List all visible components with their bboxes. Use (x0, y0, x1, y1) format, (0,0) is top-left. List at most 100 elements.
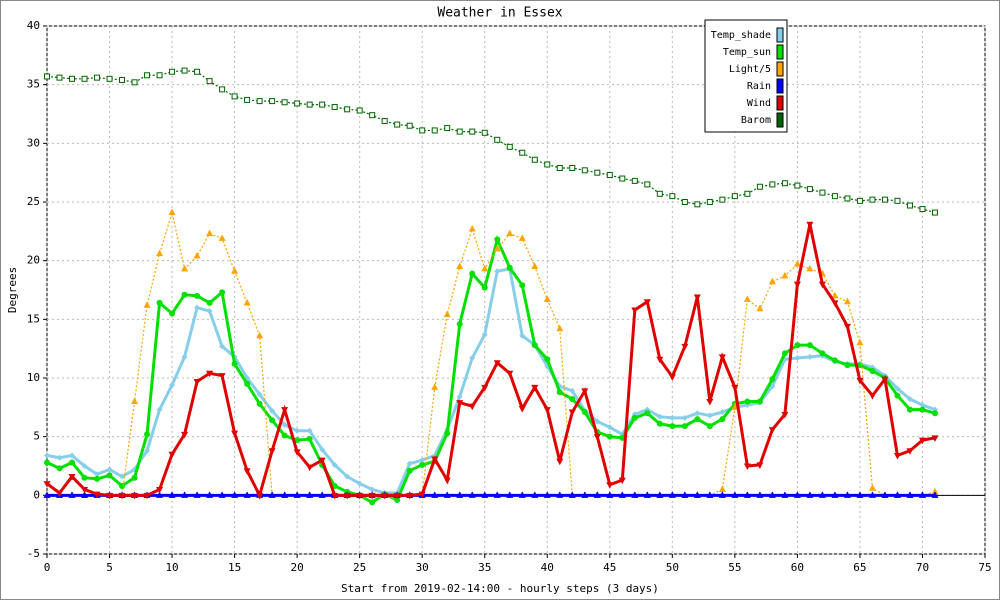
point (743, 491, 751, 498)
point (481, 264, 489, 272)
x-tick-label: 0 (44, 561, 51, 574)
point (243, 491, 251, 498)
point (156, 72, 163, 79)
point (656, 190, 663, 197)
point (406, 467, 413, 474)
point (831, 491, 839, 498)
point (419, 127, 426, 134)
point (81, 463, 88, 469)
point (881, 491, 889, 498)
legend-swatch (776, 44, 784, 60)
point (43, 491, 51, 498)
point (456, 393, 463, 400)
point (544, 161, 551, 168)
point (281, 491, 289, 498)
point (793, 281, 801, 289)
point (331, 461, 338, 468)
point (631, 177, 638, 184)
point (894, 392, 901, 399)
point (219, 343, 226, 350)
point (219, 86, 226, 93)
point (69, 452, 76, 459)
point (281, 432, 288, 439)
point (181, 353, 188, 360)
point (619, 175, 626, 182)
point (531, 156, 538, 163)
point (731, 193, 738, 200)
point (381, 492, 389, 500)
point (106, 466, 113, 473)
point (644, 181, 651, 188)
point (906, 491, 914, 498)
point (193, 251, 201, 259)
point (168, 208, 176, 216)
point (231, 93, 238, 100)
point (94, 475, 101, 482)
point (931, 487, 939, 495)
point (344, 106, 351, 113)
point (468, 403, 476, 411)
point (256, 492, 264, 500)
point (69, 459, 76, 466)
point (856, 197, 863, 204)
point (506, 491, 514, 498)
point (431, 491, 439, 498)
x-tick-label: 10 (165, 561, 178, 574)
point (506, 370, 514, 378)
point (856, 377, 864, 385)
point (694, 410, 701, 417)
point (919, 406, 926, 413)
point (168, 451, 176, 459)
point (269, 417, 276, 424)
point (844, 362, 851, 369)
point (156, 486, 164, 494)
point (843, 297, 851, 305)
point (93, 491, 101, 499)
point (181, 291, 188, 298)
point (593, 434, 601, 441)
point (193, 491, 201, 498)
point (669, 414, 676, 421)
y-tick-label: 10 (27, 371, 40, 384)
point (843, 323, 851, 331)
point (518, 491, 526, 498)
point (831, 291, 839, 299)
point (768, 277, 776, 285)
point (218, 373, 226, 380)
point (556, 324, 564, 332)
point (294, 427, 301, 434)
point (393, 492, 401, 500)
point (369, 499, 376, 506)
point (181, 431, 189, 439)
x-tick-label: 75 (978, 561, 991, 574)
point (306, 436, 313, 443)
point (156, 491, 164, 498)
point (781, 491, 789, 498)
point (643, 491, 651, 498)
point (469, 270, 476, 277)
legend-label: Temp_shade (711, 30, 771, 41)
point (443, 310, 451, 318)
point (731, 384, 739, 392)
point (444, 430, 451, 437)
point (731, 491, 739, 498)
point (506, 229, 514, 237)
point (469, 128, 476, 135)
point (669, 193, 676, 200)
point (918, 437, 926, 445)
point (806, 264, 814, 272)
point (44, 73, 50, 80)
point (719, 409, 726, 416)
point (593, 491, 601, 498)
y-tick-label: 25 (27, 195, 40, 208)
point (869, 367, 876, 374)
point (606, 433, 613, 440)
x-tick-label: 15 (228, 561, 241, 574)
point (269, 98, 276, 105)
point (893, 491, 901, 498)
point (694, 201, 701, 208)
point (831, 193, 838, 200)
point (531, 491, 539, 498)
point (119, 482, 126, 489)
point (193, 379, 201, 386)
